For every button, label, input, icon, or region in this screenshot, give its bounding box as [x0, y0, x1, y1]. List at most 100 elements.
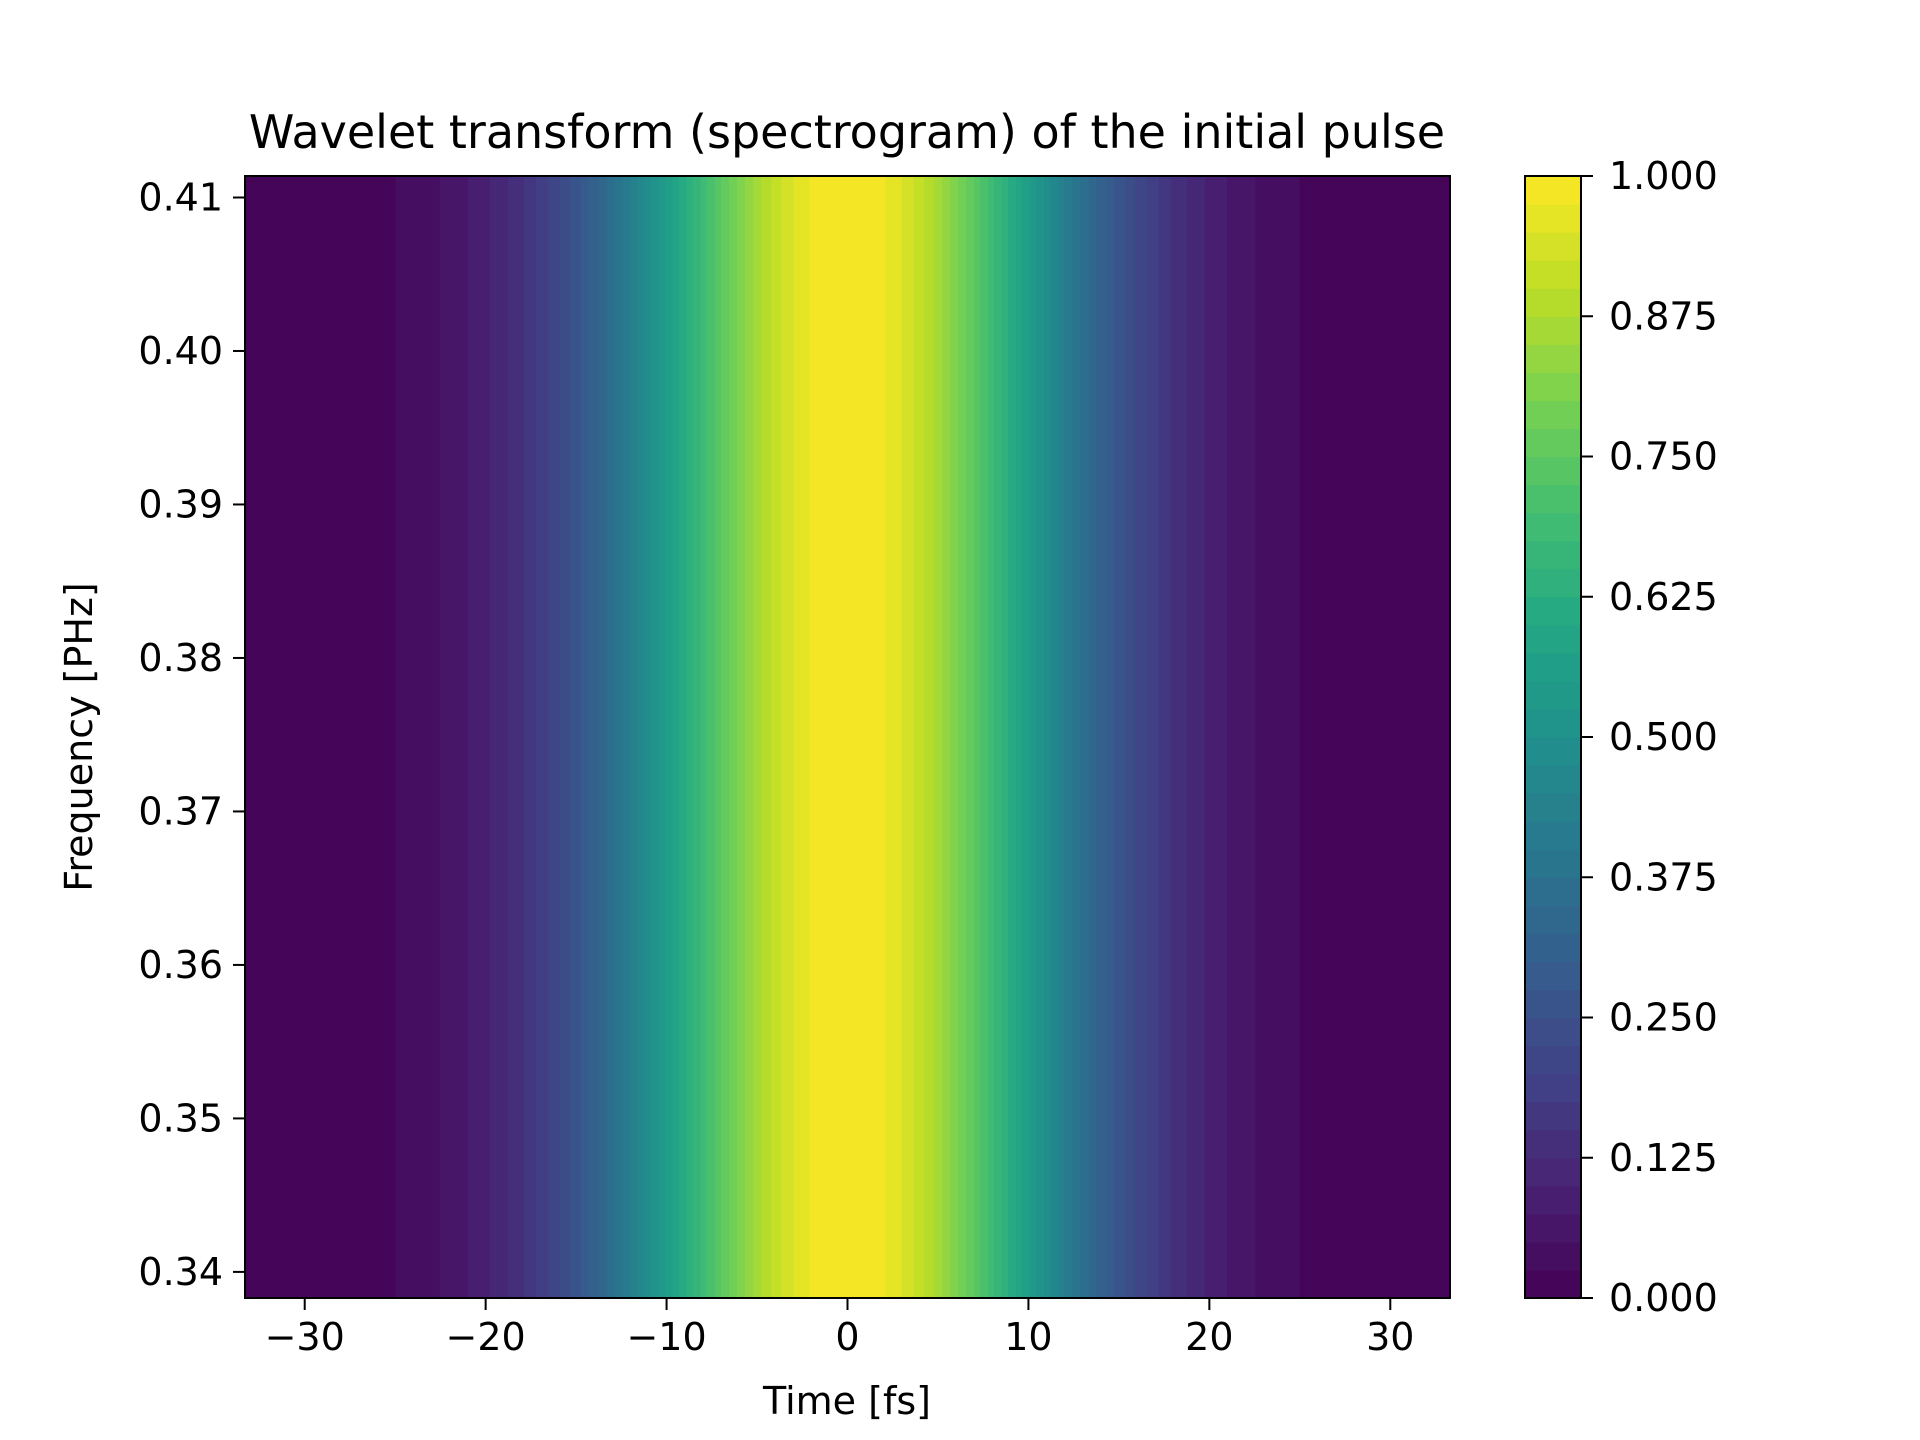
- heatmap-cell: [718, 176, 722, 1298]
- heatmap-cell: [1080, 176, 1084, 1298]
- colorbar-segment: [1525, 905, 1581, 934]
- heatmap-cell: [994, 176, 997, 1298]
- heatmap-cell: [1397, 176, 1401, 1298]
- heatmap-cell: [727, 176, 730, 1298]
- heatmap-cell: [1377, 176, 1381, 1298]
- colorbar-tick-label: 0.000: [1609, 1276, 1718, 1320]
- heatmap-cell: [1194, 176, 1198, 1298]
- heatmap-cell: [1170, 176, 1174, 1298]
- heatmap-cell: [367, 176, 371, 1298]
- heatmap-cell: [988, 176, 991, 1298]
- heatmap-cell: [1142, 176, 1146, 1298]
- heatmap-cell: [1341, 176, 1345, 1298]
- heatmap-cell: [385, 176, 389, 1298]
- heatmap-cell: [835, 176, 839, 1298]
- heatmap-cell: [716, 176, 720, 1298]
- heatmap-cell: [935, 176, 939, 1298]
- heatmap-cell: [1233, 176, 1236, 1298]
- heatmap-cell: [257, 176, 260, 1298]
- heatmap-cell: [490, 176, 493, 1298]
- heatmap-cell: [753, 176, 756, 1298]
- colorbar-segment: [1525, 821, 1581, 850]
- heatmap-cell: [1116, 176, 1120, 1298]
- heatmap-cell: [349, 176, 353, 1298]
- heatmap-cell: [855, 176, 859, 1298]
- heatmap-cell: [397, 176, 401, 1298]
- colorbar-segment: [1525, 400, 1581, 430]
- heatmap-cell: [1104, 176, 1108, 1298]
- heatmap-cell: [415, 176, 419, 1298]
- heatmap-cell: [1279, 176, 1283, 1298]
- heatmap-cell: [455, 176, 459, 1298]
- heatmap-cell: [1190, 176, 1194, 1298]
- heatmap-cell: [347, 176, 351, 1298]
- colorbar: [1525, 176, 1581, 1299]
- heatmap-cell: [1351, 176, 1355, 1298]
- heatmap-cell: [704, 176, 708, 1298]
- heatmap-cell: [1343, 176, 1347, 1298]
- y-tick-label: 0.41: [138, 175, 223, 219]
- heatmap-cell: [1275, 176, 1279, 1298]
- heatmap-cell: [686, 176, 690, 1298]
- heatmap-cell: [984, 176, 987, 1298]
- heatmap-cell: [650, 176, 654, 1298]
- heatmap-cell: [957, 176, 961, 1298]
- heatmap-cell: [423, 176, 427, 1298]
- heatmap-cell: [1162, 176, 1166, 1298]
- heatmap-cell: [612, 176, 616, 1298]
- heatmap-cell: [351, 176, 355, 1298]
- heatmap-cell: [652, 176, 656, 1298]
- heatmap-cell: [905, 176, 909, 1298]
- heatmap-cell: [761, 176, 764, 1298]
- heatmap-cell: [759, 176, 762, 1298]
- heatmap-cell: [313, 176, 317, 1298]
- heatmap-cell: [813, 176, 817, 1298]
- heatmap-cell: [1160, 176, 1164, 1298]
- heatmap-cell: [305, 176, 309, 1298]
- heatmap-cell: [821, 176, 825, 1298]
- heatmap-cell: [1215, 176, 1218, 1298]
- heatmap-cell: [1217, 176, 1220, 1298]
- heatmap-cell: [1213, 176, 1216, 1298]
- heatmap-cell: [419, 176, 423, 1298]
- heatmap-cell: [259, 176, 262, 1298]
- heatmap-cell: [588, 176, 592, 1298]
- heatmap-cell: [504, 176, 507, 1298]
- heatmap-cell: [463, 176, 467, 1298]
- heatmap-cell: [453, 176, 457, 1298]
- heatmap-cell: [265, 176, 268, 1298]
- heatmap-cell: [1078, 176, 1082, 1298]
- heatmap-cell: [775, 176, 779, 1298]
- heatmap-cell: [773, 176, 776, 1298]
- heatmap-cell: [1307, 176, 1311, 1298]
- heatmap-cell: [273, 176, 276, 1298]
- heatmap-cell: [1267, 176, 1271, 1298]
- heatmap-cell: [947, 176, 951, 1298]
- colorbar-segment: [1525, 1185, 1581, 1215]
- heatmap-cell: [1339, 176, 1343, 1298]
- heatmap-cell: [1241, 176, 1244, 1298]
- heatmap-cell: [622, 176, 626, 1298]
- heatmap-cell: [1311, 176, 1315, 1298]
- heatmap-cell: [1375, 176, 1379, 1298]
- colorbar-tick-label: 1.000: [1609, 154, 1718, 198]
- heatmap-cell: [1409, 176, 1413, 1298]
- heatmap-cell: [710, 176, 714, 1298]
- heatmap-cell: [1353, 176, 1357, 1298]
- colorbar-tick-label: 0.125: [1609, 1136, 1718, 1180]
- heatmap-cell: [518, 176, 521, 1298]
- heatmap-cell: [630, 176, 634, 1298]
- heatmap-cell: [483, 176, 487, 1298]
- heatmap-cell: [1423, 176, 1427, 1298]
- heatmap-cell: [379, 176, 383, 1298]
- heatmap-cell: [1417, 176, 1421, 1298]
- heatmap-cell: [829, 176, 833, 1298]
- heatmap-cell: [887, 176, 891, 1298]
- x-tick-label: 0: [835, 1315, 859, 1359]
- heatmap-cell: [1122, 176, 1126, 1298]
- heatmap-cell: [949, 176, 953, 1298]
- heatmap-cell: [255, 176, 258, 1298]
- heatmap-cell: [1178, 176, 1182, 1298]
- heatmap-cell: [1219, 176, 1222, 1298]
- heatmap-cell: [610, 176, 614, 1298]
